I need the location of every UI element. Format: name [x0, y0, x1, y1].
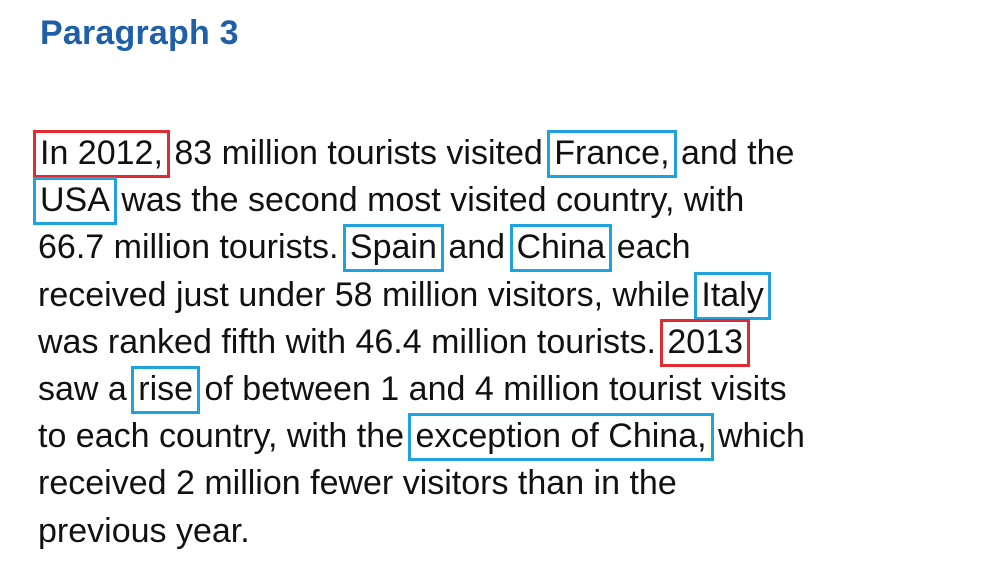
- text-segment: 83 million tourists visited: [164, 134, 553, 172]
- key-term-highlight-box: China: [509, 224, 613, 273]
- text-segment: was ranked fifth with 46.4 million touri…: [38, 322, 666, 361]
- paragraph-line: In 2012, 83 million tourists visited Fra…: [33, 130, 988, 178]
- key-term-highlight-box: France,: [547, 130, 677, 178]
- text-segment: 66.7 million tourists.: [38, 228, 348, 267]
- time-highlight-box: 2013: [660, 318, 751, 367]
- text-segment: which: [708, 417, 805, 456]
- paragraph-body: In 2012, 83 million tourists visited Fra…: [33, 130, 988, 555]
- key-term-highlight-box: Spain: [342, 224, 444, 273]
- paragraph-line: was ranked fifth with 46.4 million touri…: [38, 318, 988, 367]
- paragraph-line: USA was the second most visited country,…: [33, 177, 988, 226]
- key-term-highlight-box: Italy: [694, 271, 771, 320]
- text-segment: to each country, with the: [38, 417, 414, 456]
- text-segment: and the: [671, 134, 795, 172]
- key-term-highlight-box: USA: [33, 177, 117, 226]
- paragraph-heading: Paragraph 3: [40, 14, 239, 52]
- paragraph-line: 66.7 million tourists. Spain and China e…: [38, 224, 988, 273]
- time-highlight-box: In 2012,: [33, 130, 170, 178]
- paragraph-line: previous year.: [38, 508, 988, 555]
- paragraph-line: received just under 58 million visitors,…: [38, 271, 988, 320]
- text-segment: received 2 million fewer visitors than i…: [38, 464, 677, 503]
- key-term-highlight-box: exception of China,: [408, 413, 714, 462]
- text-segment: received just under 58 million visitors,…: [38, 275, 700, 314]
- key-term-highlight-box: rise: [131, 365, 201, 414]
- text-segment: and: [438, 228, 515, 267]
- text-segment: of between 1 and 4 million tourist visit…: [195, 369, 787, 408]
- paragraph-line: saw a rise of between 1 and 4 million to…: [38, 365, 988, 414]
- paragraph-line: to each country, with the exception of C…: [38, 413, 988, 462]
- text-segment: previous year.: [38, 511, 250, 550]
- text-segment: each: [607, 228, 691, 267]
- paragraph-line: received 2 million fewer visitors than i…: [38, 460, 988, 507]
- text-segment: saw a: [38, 369, 137, 408]
- text-segment: was the second most visited country, wit…: [111, 181, 745, 220]
